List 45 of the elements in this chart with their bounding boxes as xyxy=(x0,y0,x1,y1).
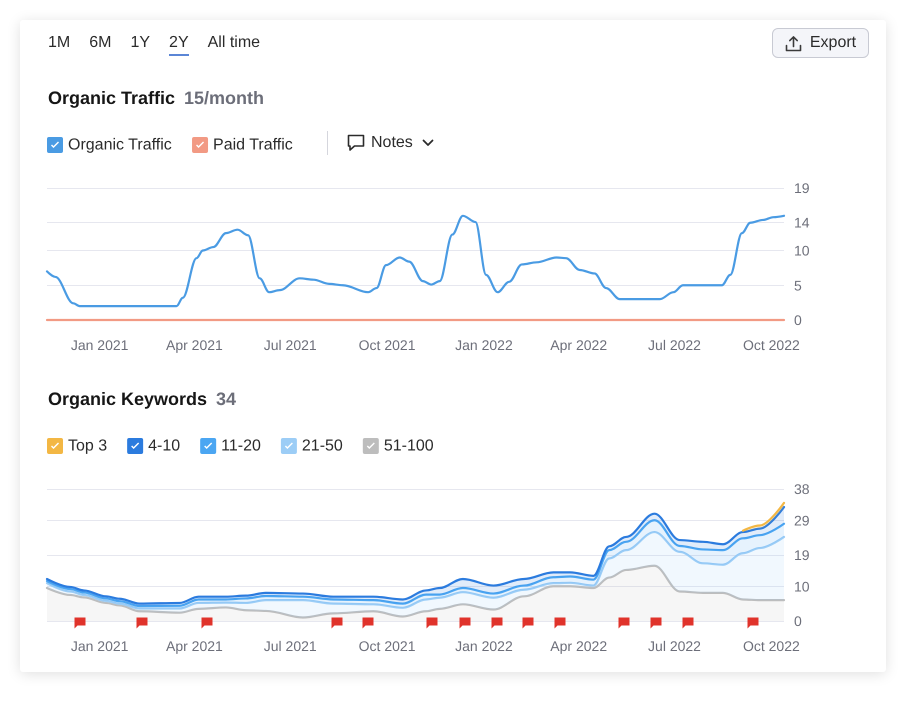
x-tick-label: Oct 2021 xyxy=(358,337,416,353)
chart-subtitle: 34 xyxy=(216,389,236,409)
legend-label: 51-100 xyxy=(384,438,434,454)
text: 1Y xyxy=(130,33,150,53)
line-series xyxy=(46,214,786,308)
y-tick-label: 0 xyxy=(794,312,802,328)
legend-label: Organic Traffic xyxy=(68,136,172,154)
y-tick-label: 5 xyxy=(794,277,802,294)
chart-title: Organic Traffic xyxy=(48,88,176,108)
y-tick-label: 0 xyxy=(794,613,802,629)
x-tick-label: Jan 2022 xyxy=(455,638,513,654)
legend-label: 11-20 xyxy=(221,438,261,454)
text: 2Y xyxy=(169,33,189,56)
x-tick-label: Oct 2022 xyxy=(742,638,800,654)
text: Export xyxy=(810,33,856,53)
legend-label: Top 3 xyxy=(68,438,108,454)
y-tick-label: 38 xyxy=(794,481,810,497)
x-tick-label: Apr 2022 xyxy=(550,337,608,353)
y-tick-label: 19 xyxy=(794,180,810,196)
y-tick-label: 19 xyxy=(794,547,810,563)
x-tick-label: Jul 2021 xyxy=(264,337,317,353)
x-tick-label: Apr 2021 xyxy=(166,337,224,353)
x-tick-label: Apr 2022 xyxy=(550,638,608,654)
chart-subtitle: 15/month xyxy=(184,88,264,108)
x-tick-label: Jul 2021 xyxy=(264,638,317,654)
y-tick-label: 14 xyxy=(794,214,810,231)
text: All time xyxy=(208,33,260,53)
text: Notes xyxy=(371,133,413,153)
x-tick-label: Jan 2022 xyxy=(455,337,513,353)
y-tick-label: 29 xyxy=(794,512,810,528)
y-tick-label: 10 xyxy=(794,242,810,259)
x-tick-label: Apr 2021 xyxy=(166,638,224,654)
x-tick-label: Oct 2022 xyxy=(742,337,800,353)
x-tick-label: Jan 2021 xyxy=(70,638,129,654)
x-tick-label: Oct 2021 xyxy=(358,638,416,654)
text: 6M xyxy=(89,33,112,53)
chart-title: Organic Keywords xyxy=(48,389,208,409)
x-tick-label: Jan 2021 xyxy=(70,337,129,353)
text: 1M xyxy=(48,33,70,53)
x-tick-label: Jul 2022 xyxy=(648,638,702,654)
legend-label: 21-50 xyxy=(302,438,343,454)
y-tick-label: 10 xyxy=(794,578,810,594)
legend-label: 4-10 xyxy=(148,438,180,454)
legend-label: Paid Traffic xyxy=(213,136,293,154)
x-tick-label: Jul 2022 xyxy=(648,337,702,353)
